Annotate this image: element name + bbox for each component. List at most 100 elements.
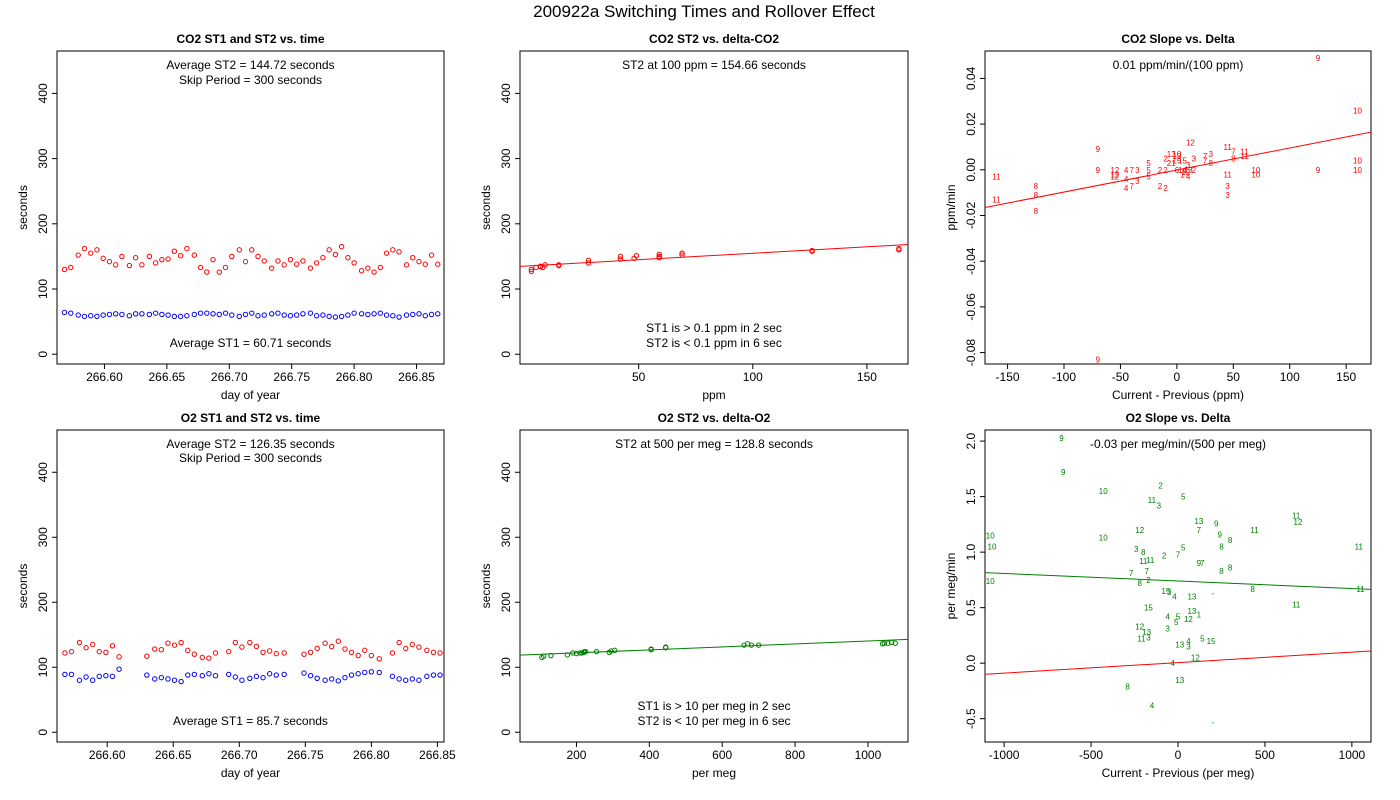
point-label: 3	[1225, 191, 1230, 200]
y-axis-label: ppm/min	[944, 184, 958, 230]
data-point	[109, 643, 116, 649]
data-point	[338, 313, 345, 320]
point-label: 8	[1034, 207, 1039, 216]
point-label: 2	[1162, 551, 1167, 560]
point-label: 13	[1142, 628, 1151, 637]
data-point	[171, 642, 178, 648]
data-point	[68, 264, 74, 271]
data-point	[239, 677, 245, 683]
y-tick-label: 0	[36, 351, 50, 358]
point-label: 2	[1163, 166, 1168, 175]
point-label: 12	[1110, 166, 1119, 175]
data-point	[247, 675, 253, 681]
panel-title: CO2 ST2 vs. delta-CO2	[649, 32, 779, 46]
data-point	[416, 644, 422, 650]
data-point	[96, 648, 102, 655]
y-tick-label: -0.5	[964, 708, 978, 729]
data-point	[377, 310, 384, 316]
data-point	[100, 312, 106, 318]
panel-annotation: ST1 is > 0.1 ppm in 2 sec	[646, 321, 782, 335]
data-point	[396, 676, 402, 682]
data-point	[204, 310, 210, 316]
point-label: 9	[1316, 54, 1321, 63]
y-tick-label: 0.04	[964, 66, 978, 90]
data-point	[81, 313, 88, 320]
point-label: 11	[1292, 600, 1301, 609]
fit-line	[985, 650, 1371, 675]
data-point	[249, 247, 255, 253]
x-tick-label: 1000	[855, 748, 882, 762]
data-point	[528, 268, 535, 275]
y-tick-label: 0.5	[964, 599, 978, 616]
data-point	[171, 248, 178, 254]
point-label: 13	[1187, 607, 1196, 616]
point-label: 2	[1163, 154, 1168, 163]
data-point	[116, 654, 122, 660]
plot-frame	[984, 50, 1372, 365]
data-point	[345, 255, 351, 261]
panel-annotation: Skip Period = 300 seconds	[179, 451, 322, 465]
point-label: 3	[1135, 166, 1140, 175]
point-label: 8	[1138, 579, 1143, 588]
data-point	[253, 673, 260, 680]
y-tick-label: 0.0	[964, 655, 978, 672]
data-point	[345, 312, 351, 318]
point-label: 4	[1186, 173, 1191, 182]
data-point	[239, 644, 245, 650]
y-tick-label: 400	[36, 83, 50, 103]
point-label: 10	[1172, 150, 1181, 159]
point-label: 8	[1228, 564, 1233, 573]
point-label: 5	[1174, 618, 1179, 627]
data-point	[88, 313, 94, 319]
data-point	[75, 252, 81, 258]
point-label: 11	[1355, 543, 1364, 552]
data-point	[351, 260, 357, 266]
point-label: 5	[1146, 166, 1151, 175]
y-tick-label: 1.5	[964, 488, 978, 505]
y-tick-label: 400	[36, 462, 50, 482]
data-point	[281, 650, 287, 656]
data-point	[204, 269, 210, 275]
point-label: 3	[1192, 154, 1197, 163]
point-label: 2	[1192, 166, 1197, 175]
x-tick-label: 500	[1255, 748, 1275, 762]
data-point	[428, 252, 435, 258]
point-label: 9	[1214, 519, 1219, 528]
point-label: 4	[1124, 166, 1129, 175]
x-tick-label: 0	[1174, 370, 1181, 384]
data-point	[146, 253, 153, 260]
plot-frame	[56, 50, 445, 365]
point-label: 3	[1157, 502, 1162, 511]
data-point	[96, 673, 102, 680]
data-point	[322, 640, 328, 646]
data-point	[402, 645, 409, 652]
point-label: 9	[1059, 434, 1064, 443]
y-axis-label: seconds	[16, 564, 30, 609]
point-label: 12	[1294, 518, 1303, 527]
data-point	[260, 674, 266, 681]
data-point	[435, 261, 441, 267]
point-label: 9	[1218, 530, 1223, 539]
data-point	[322, 677, 328, 683]
point-label: 5	[1181, 544, 1186, 553]
y-tick-label: 300	[36, 148, 50, 168]
data-point	[293, 261, 300, 267]
point-label: 10	[986, 531, 995, 540]
panel-title: O2 Slope vs. Delta	[1126, 411, 1231, 425]
point-label: 10	[1353, 166, 1362, 175]
panel-annotation: ST2 at 100 ppm = 154.66 seconds	[622, 58, 806, 72]
point-label: 9	[1316, 166, 1321, 175]
data-point	[390, 247, 396, 253]
y-tick-label: 0	[499, 729, 513, 736]
data-point	[326, 247, 332, 253]
y-axis-label: seconds	[479, 185, 493, 230]
point-label: 1	[1180, 170, 1185, 179]
x-tick-label: 150	[1336, 370, 1356, 384]
y-tick-label: 200	[36, 592, 50, 612]
data-point	[159, 256, 165, 263]
data-point	[633, 253, 640, 259]
point-label: 15	[1172, 157, 1181, 166]
data-point	[409, 641, 416, 648]
data-point	[355, 671, 361, 677]
point-label: 12	[1110, 170, 1119, 179]
